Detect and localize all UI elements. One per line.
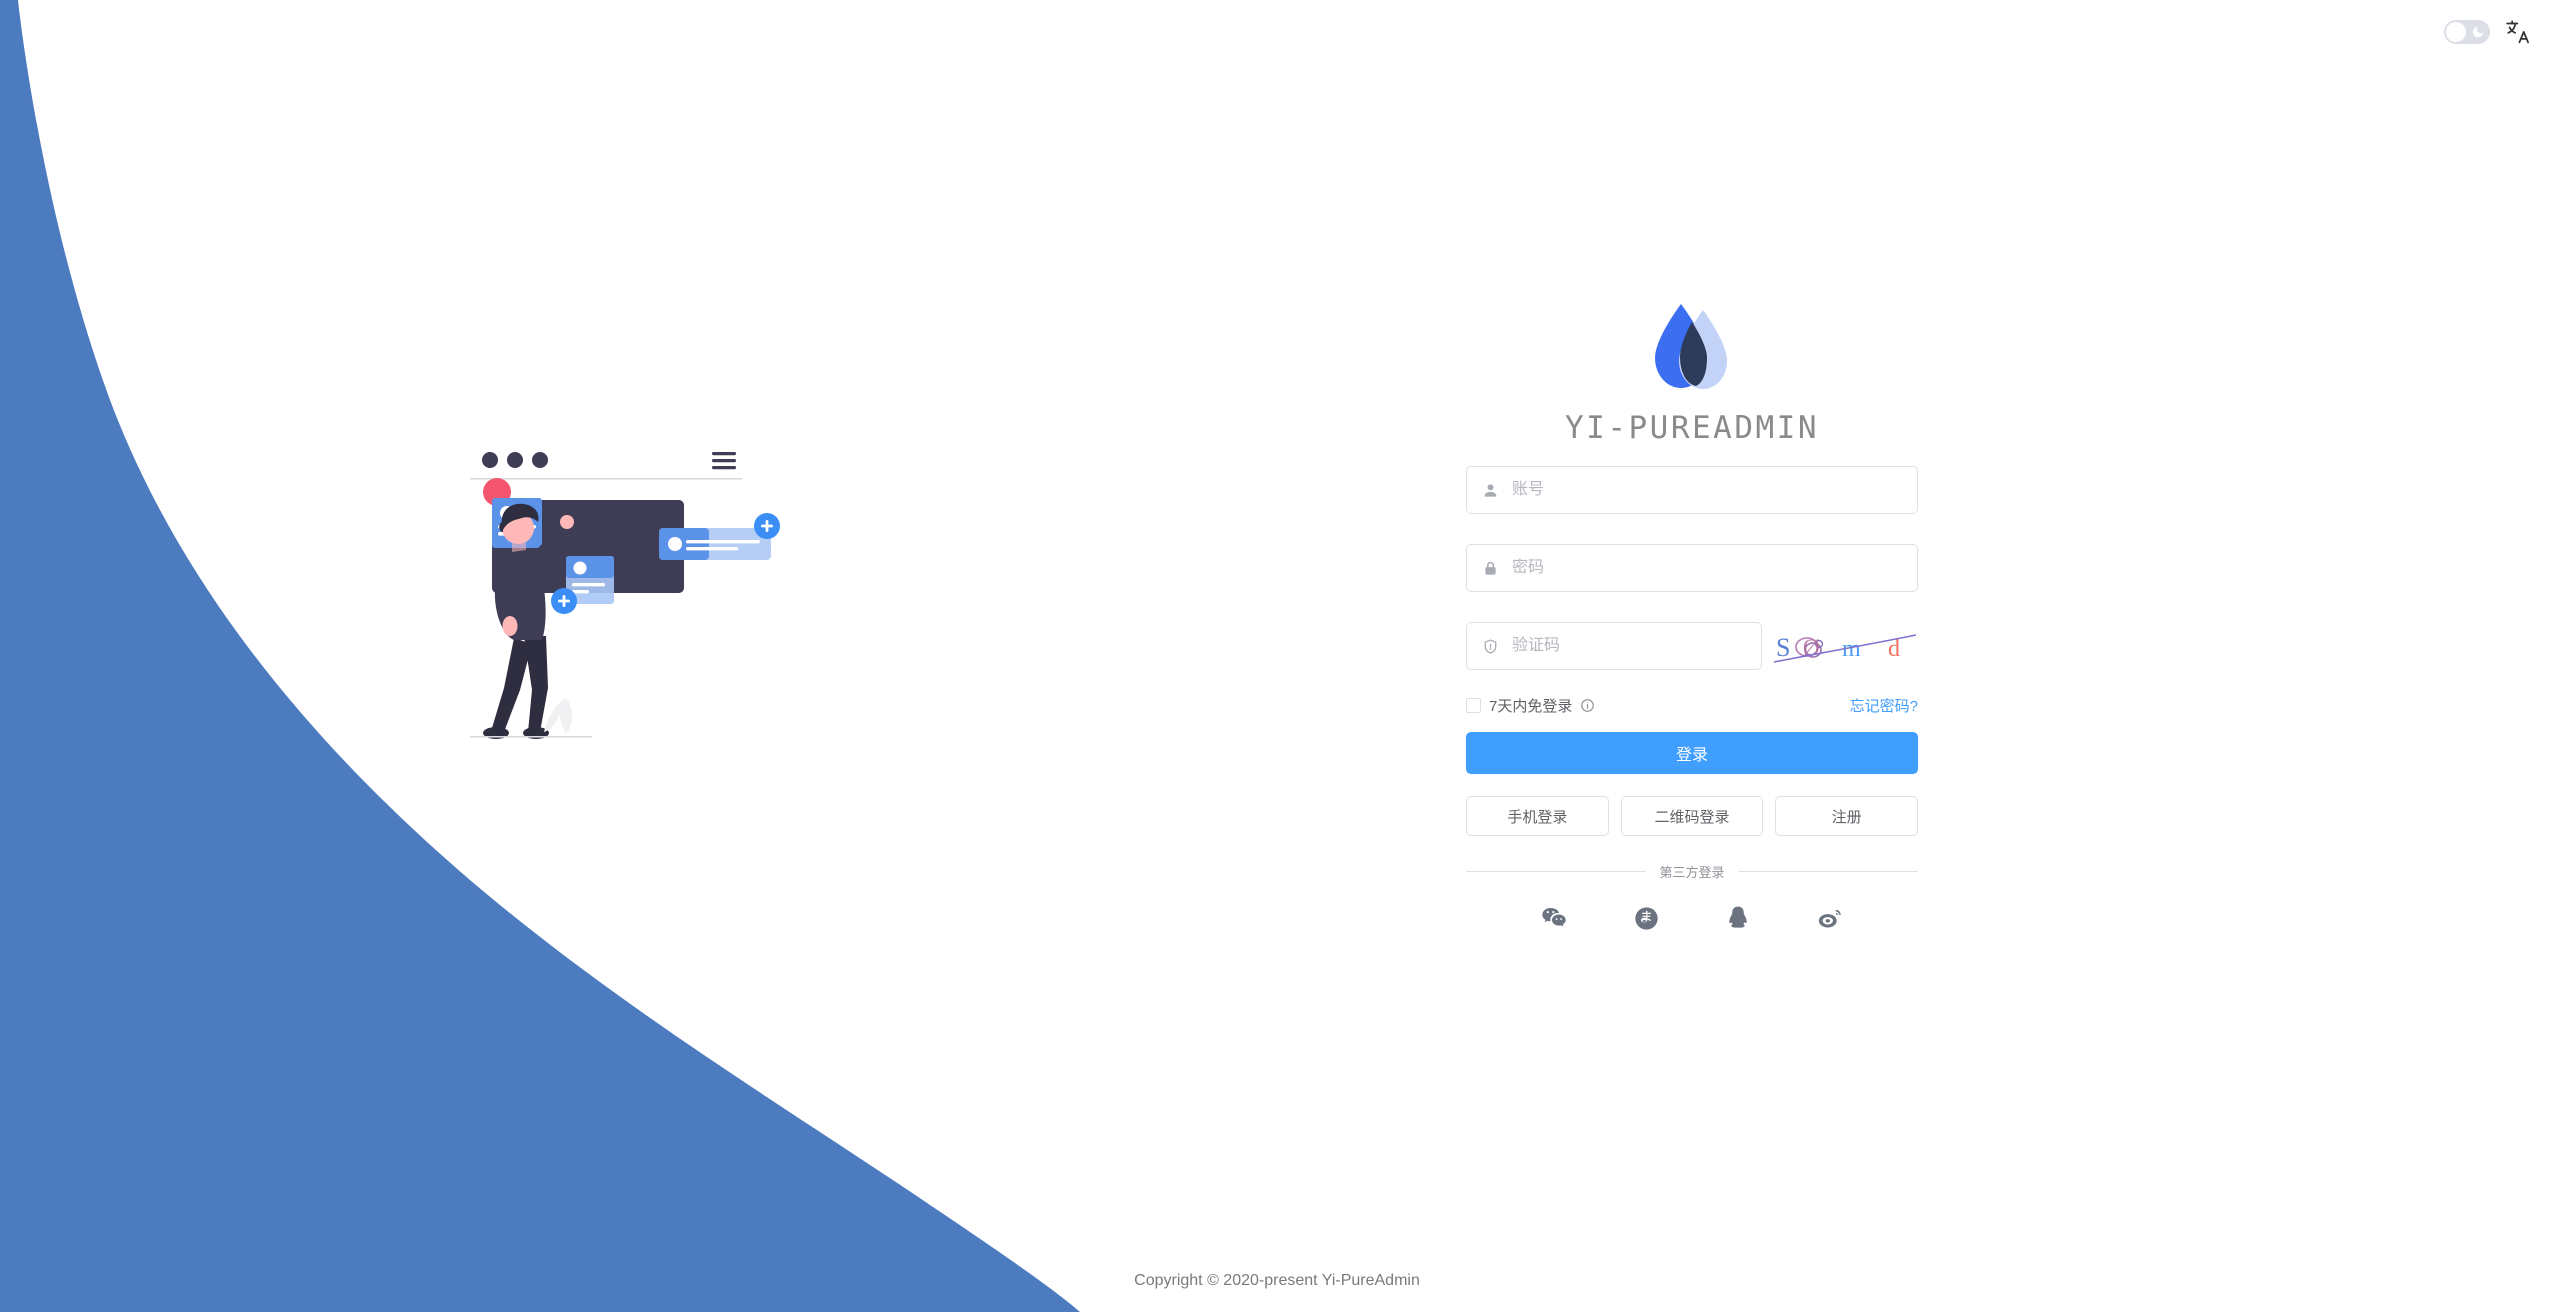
third-party-divider: 第三方登录 [1466, 862, 1919, 881]
lock-icon [1481, 559, 1499, 577]
illustration-card-right [659, 513, 780, 560]
captcha-input[interactable] [1510, 623, 1747, 669]
divider-line-left [1466, 871, 1646, 872]
password-input[interactable] [1510, 545, 1903, 591]
illustration-card-bottom [551, 556, 614, 614]
captcha-field[interactable] [1466, 622, 1762, 670]
alt-login-row: 手机登录 二维码登录 注册 [1466, 796, 1919, 836]
login-button[interactable]: 登录 [1466, 732, 1918, 774]
options-row: 7天内免登录 忘记密码? [1466, 688, 1918, 722]
wechat-icon[interactable] [1539, 903, 1569, 933]
translate-icon[interactable] [2504, 18, 2532, 46]
top-controls [2444, 18, 2532, 46]
svg-text:S: S [1776, 633, 1790, 662]
social-login-row [1466, 903, 1918, 933]
divider-label: 第三方登录 [1659, 865, 1725, 880]
remember-group[interactable]: 7天内免登录 [1466, 695, 1595, 716]
toggle-knob [2446, 22, 2466, 42]
illustration-person [483, 503, 574, 739]
water-drop-logo [1655, 304, 1727, 389]
person-with-ui-cards-illustration [470, 452, 780, 739]
phone-login-button[interactable]: 手机登录 [1466, 796, 1609, 836]
register-button[interactable]: 注册 [1775, 796, 1919, 836]
remember-checkbox[interactable] [1466, 697, 1481, 713]
username-field[interactable] [1466, 466, 1918, 514]
info-icon[interactable] [1580, 698, 1595, 713]
qrcode-login-button[interactable]: 二维码登录 [1620, 796, 1764, 836]
login-panel: YI-PUREADMIN [1466, 300, 1919, 933]
weibo-icon[interactable] [1815, 903, 1845, 933]
remember-label[interactable]: 7天内免登录 [1489, 697, 1573, 715]
dark-mode-toggle[interactable] [2444, 20, 2490, 44]
qq-icon[interactable] [1723, 903, 1753, 933]
divider-line-right [1738, 871, 1919, 872]
username-input[interactable] [1510, 467, 1903, 513]
alipay-icon[interactable] [1631, 903, 1661, 933]
footer-copyright: Copyright © 2020-present Yi-PureAdmin [1134, 1272, 1420, 1289]
shield-icon [1481, 637, 1499, 655]
brand: YI-PUREADMIN [1466, 300, 1918, 446]
captcha-image[interactable]: S Ø m d [1770, 623, 1918, 669]
svg-text:m: m [1842, 636, 1861, 662]
page-title: YI-PUREADMIN [1565, 410, 1819, 446]
user-icon [1481, 481, 1499, 499]
forgot-password-link[interactable]: 忘记密码? [1849, 697, 1918, 715]
captcha-row: S Ø m d [1466, 622, 1918, 670]
moon-icon [2472, 26, 2484, 38]
password-field[interactable] [1466, 544, 1918, 592]
svg-text:d: d [1888, 636, 1900, 662]
illustration-window-header [470, 452, 742, 480]
